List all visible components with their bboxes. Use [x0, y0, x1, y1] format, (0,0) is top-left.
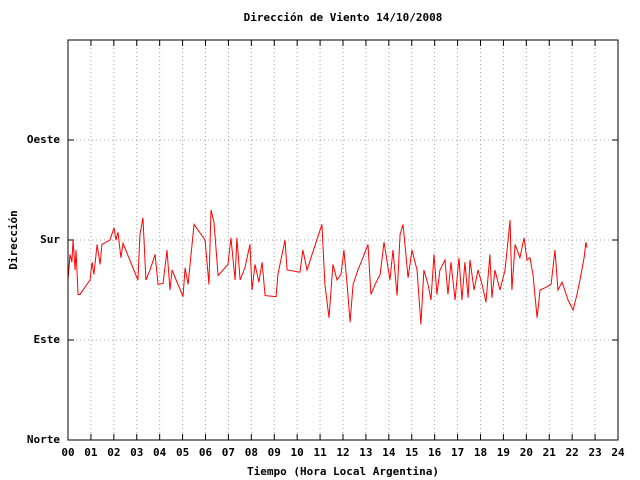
x-tick-label: 04 [153, 446, 167, 459]
x-tick-label: 13 [359, 446, 372, 459]
x-tick-label: 14 [382, 446, 396, 459]
x-tick-label: 23 [588, 446, 601, 459]
x-tick-label: 10 [291, 446, 304, 459]
x-tick-label: 03 [130, 446, 143, 459]
y-tick-label: Este [34, 333, 61, 346]
x-tick-label: 16 [428, 446, 442, 459]
chart-title: Dirección de Viento 14/10/2008 [244, 11, 443, 24]
x-tick-label: 19 [497, 446, 510, 459]
x-tick-label: 05 [176, 446, 189, 459]
x-tick-label: 08 [245, 446, 258, 459]
plot [67, 209, 588, 325]
x-tick-label: 02 [107, 446, 120, 459]
y-tick-label: Oeste [27, 133, 60, 146]
data-line [67, 209, 588, 325]
x-tick-label: 21 [543, 446, 557, 459]
y-tick-label: Sur [40, 233, 60, 246]
x-tick-label: 09 [268, 446, 281, 459]
x-tick-label: 17 [451, 446, 464, 459]
y-axis-label: Dirección [7, 210, 20, 270]
x-tick-label: 15 [405, 446, 418, 459]
x-tick-label: 11 [313, 446, 327, 459]
grid [67, 40, 619, 441]
x-tick-label: 22 [566, 446, 579, 459]
x-axis-label: Tiempo (Hora Local Argentina) [247, 465, 439, 478]
x-tick-label: 01 [84, 446, 98, 459]
y-tick-label: Norte [27, 433, 60, 446]
x-tick-label: 00 [61, 446, 74, 459]
x-tick-label: 24 [611, 446, 625, 459]
x-tick-label: 12 [336, 446, 349, 459]
x-tick-label: 07 [222, 446, 235, 459]
plot-border [67, 39, 619, 441]
x-tick-label: 20 [520, 446, 533, 459]
x-tick-label: 18 [474, 446, 487, 459]
x-tick-label: 06 [199, 446, 213, 459]
